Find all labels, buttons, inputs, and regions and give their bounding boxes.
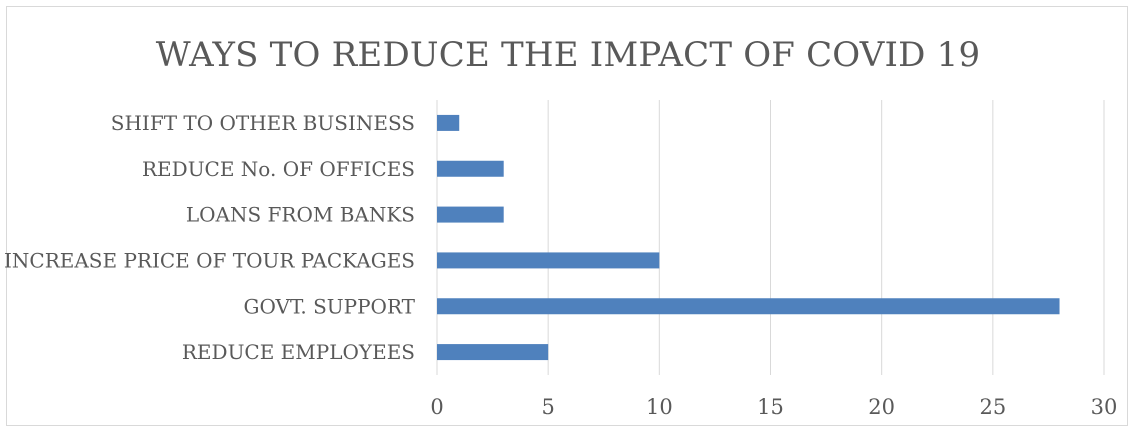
bar	[437, 206, 504, 223]
category-labels: REDUCE EMPLOYEES GOVT. SUPPORT INCREASE PR…	[4, 111, 416, 364]
bar	[437, 252, 660, 269]
category-label: REDUCE EMPLOYEES	[182, 340, 415, 364]
category-label: LOANS FROM BANKS	[186, 203, 415, 227]
chart-frame: WAYS TO REDUCE THE IMPACT OF COVID 19	[6, 6, 1128, 426]
chart-title: WAYS TO REDUCE THE IMPACT OF COVID 19	[155, 35, 981, 75]
category-label: INCREASE PRICE OF TOUR PACKAGES	[4, 248, 415, 272]
gridlines	[436, 100, 1105, 375]
category-label: REDUCE No. OF OFFICES	[142, 157, 415, 181]
category-label: GOVT. SUPPORT	[244, 294, 416, 318]
x-tick-label: 10	[646, 395, 673, 419]
x-tick-label: 20	[868, 395, 895, 419]
x-tick-label: 30	[1091, 395, 1118, 419]
bar	[437, 344, 549, 361]
bar	[437, 160, 504, 177]
x-tick-label: 15	[757, 395, 784, 419]
x-tick-labels: 0 5 10 15 20 25 30	[430, 395, 1117, 419]
x-tick-label: 0	[430, 395, 443, 419]
x-tick-label: 25	[979, 395, 1006, 419]
x-tick-label: 5	[541, 395, 554, 419]
bar	[437, 114, 460, 131]
bars	[437, 114, 1060, 361]
category-label: SHIFT TO OTHER BUSINESS	[111, 111, 415, 135]
bar	[437, 298, 1060, 315]
